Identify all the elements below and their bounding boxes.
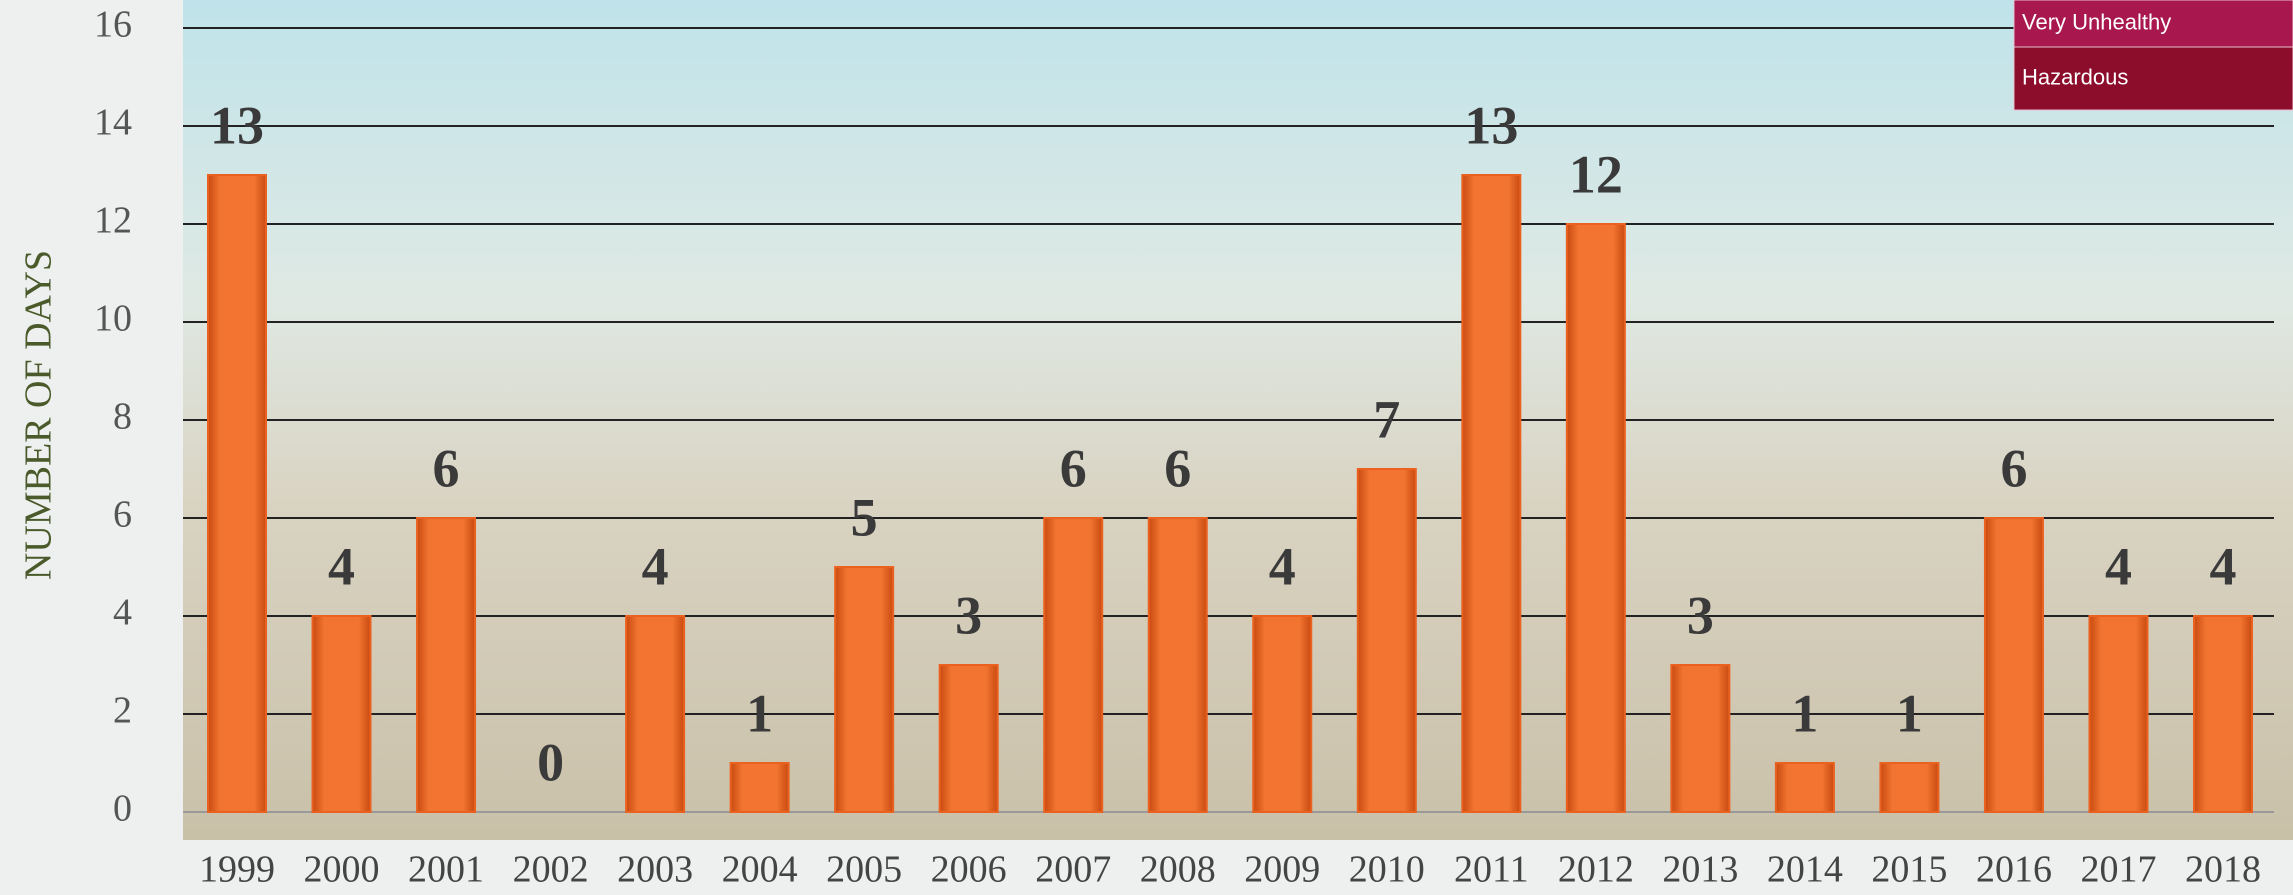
bar bbox=[207, 174, 267, 813]
legend-label: Very Unhealthy bbox=[2022, 9, 2171, 34]
x-tick-label: 2003 bbox=[617, 849, 693, 891]
x-tick-label: 2013 bbox=[1662, 849, 1738, 891]
data-label: 5 bbox=[851, 487, 878, 547]
x-tick-label: 2014 bbox=[1767, 849, 1843, 891]
bar bbox=[1774, 762, 1835, 813]
legend-swatch bbox=[2013, 46, 2293, 111]
bar bbox=[1043, 517, 1104, 813]
x-tick-label: 2018 bbox=[2185, 849, 2261, 891]
data-label: 7 bbox=[1373, 389, 1400, 449]
bar bbox=[2193, 615, 2253, 813]
x-tick-label: 2005 bbox=[826, 849, 902, 891]
data-label: 4 bbox=[2210, 536, 2237, 596]
x-tick-label: 2004 bbox=[722, 849, 798, 891]
x-tick-label: 2000 bbox=[304, 849, 380, 891]
legend-label: Hazardous bbox=[2022, 64, 2128, 89]
data-label: 4 bbox=[328, 536, 355, 596]
data-label: 3 bbox=[955, 585, 982, 645]
bar bbox=[416, 517, 477, 813]
y-tick-label: 12 bbox=[94, 200, 132, 242]
data-label: 6 bbox=[2000, 438, 2027, 498]
data-label: 1 bbox=[1791, 683, 1818, 743]
data-label: 4 bbox=[1269, 536, 1296, 596]
x-tick-label: 2016 bbox=[1976, 849, 2052, 891]
x-tick-label: 2002 bbox=[513, 849, 589, 891]
y-tick-label: 14 bbox=[94, 102, 132, 144]
data-label: 13 bbox=[1464, 95, 1518, 155]
y-tick-label: 0 bbox=[113, 788, 132, 830]
bar bbox=[729, 762, 790, 813]
data-label: 0 bbox=[537, 732, 564, 792]
data-label: 4 bbox=[642, 536, 669, 596]
data-label: 3 bbox=[1687, 585, 1714, 645]
y-tick-label: 6 bbox=[113, 494, 132, 536]
y-axis-label: NUMBER OF DAYS bbox=[18, 250, 60, 580]
bar bbox=[2088, 615, 2149, 813]
x-tick-label: 2015 bbox=[1871, 849, 1947, 891]
x-tick-label: 2001 bbox=[408, 849, 484, 891]
x-tick-label: 2017 bbox=[2080, 849, 2156, 891]
bar bbox=[1670, 664, 1731, 813]
x-tick-label: 1999 bbox=[199, 849, 275, 891]
x-tick-label: 2006 bbox=[931, 849, 1007, 891]
x-tick-label: 2009 bbox=[1244, 849, 1320, 891]
data-label: 6 bbox=[1060, 438, 1087, 498]
bar bbox=[1983, 517, 2044, 813]
bar bbox=[1356, 468, 1417, 813]
x-tick-label: 2011 bbox=[1454, 849, 1529, 891]
bar bbox=[1461, 174, 1522, 813]
bar bbox=[1565, 223, 1626, 813]
x-tick-label: 2010 bbox=[1349, 849, 1425, 891]
x-tick-label: 2012 bbox=[1558, 849, 1634, 891]
bar bbox=[311, 615, 372, 813]
data-label: 13 bbox=[210, 95, 264, 155]
x-tick-label: 2007 bbox=[1035, 849, 1111, 891]
data-label: 1 bbox=[1896, 683, 1923, 743]
y-tick-label: 8 bbox=[113, 396, 132, 438]
y-tick-label: 16 bbox=[94, 4, 132, 46]
data-label: 4 bbox=[2105, 536, 2132, 596]
bar bbox=[938, 664, 999, 813]
x-tick-label: 2008 bbox=[1140, 849, 1216, 891]
bar bbox=[834, 566, 895, 813]
bar bbox=[1147, 517, 1208, 813]
y-tick-label: 2 bbox=[113, 690, 132, 732]
y-tick-label: 10 bbox=[94, 298, 132, 340]
bar bbox=[625, 615, 686, 813]
legend-swatch bbox=[2013, 0, 2293, 48]
y-tick-label: 4 bbox=[113, 592, 132, 634]
data-label: 6 bbox=[1164, 438, 1191, 498]
data-label: 1 bbox=[746, 683, 773, 743]
data-label: 6 bbox=[433, 438, 460, 498]
data-label: 12 bbox=[1569, 144, 1623, 204]
bar bbox=[1252, 615, 1313, 813]
bar bbox=[1879, 762, 1940, 813]
